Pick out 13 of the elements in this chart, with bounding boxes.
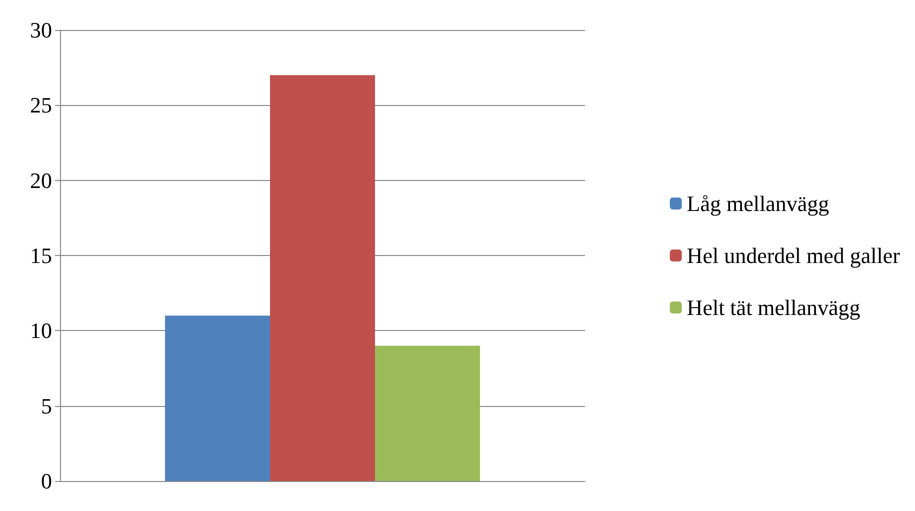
y-tick-label: 0 xyxy=(41,468,52,494)
legend-label: Helt tät mellanvägg xyxy=(686,295,860,320)
y-tick-label: 30 xyxy=(30,18,52,42)
y-tick-label: 20 xyxy=(30,168,52,193)
y-tick-label: 25 xyxy=(30,92,52,118)
y-tick-label: 15 xyxy=(30,243,52,268)
legend-label: Hel underdel med galler xyxy=(686,243,901,268)
bar xyxy=(375,346,480,481)
bar xyxy=(270,75,375,481)
y-tick-label: 5 xyxy=(41,393,52,418)
y-tick-label: 10 xyxy=(30,318,52,344)
legend-label: Låg mellanvägg xyxy=(686,191,830,216)
bar xyxy=(165,316,270,481)
